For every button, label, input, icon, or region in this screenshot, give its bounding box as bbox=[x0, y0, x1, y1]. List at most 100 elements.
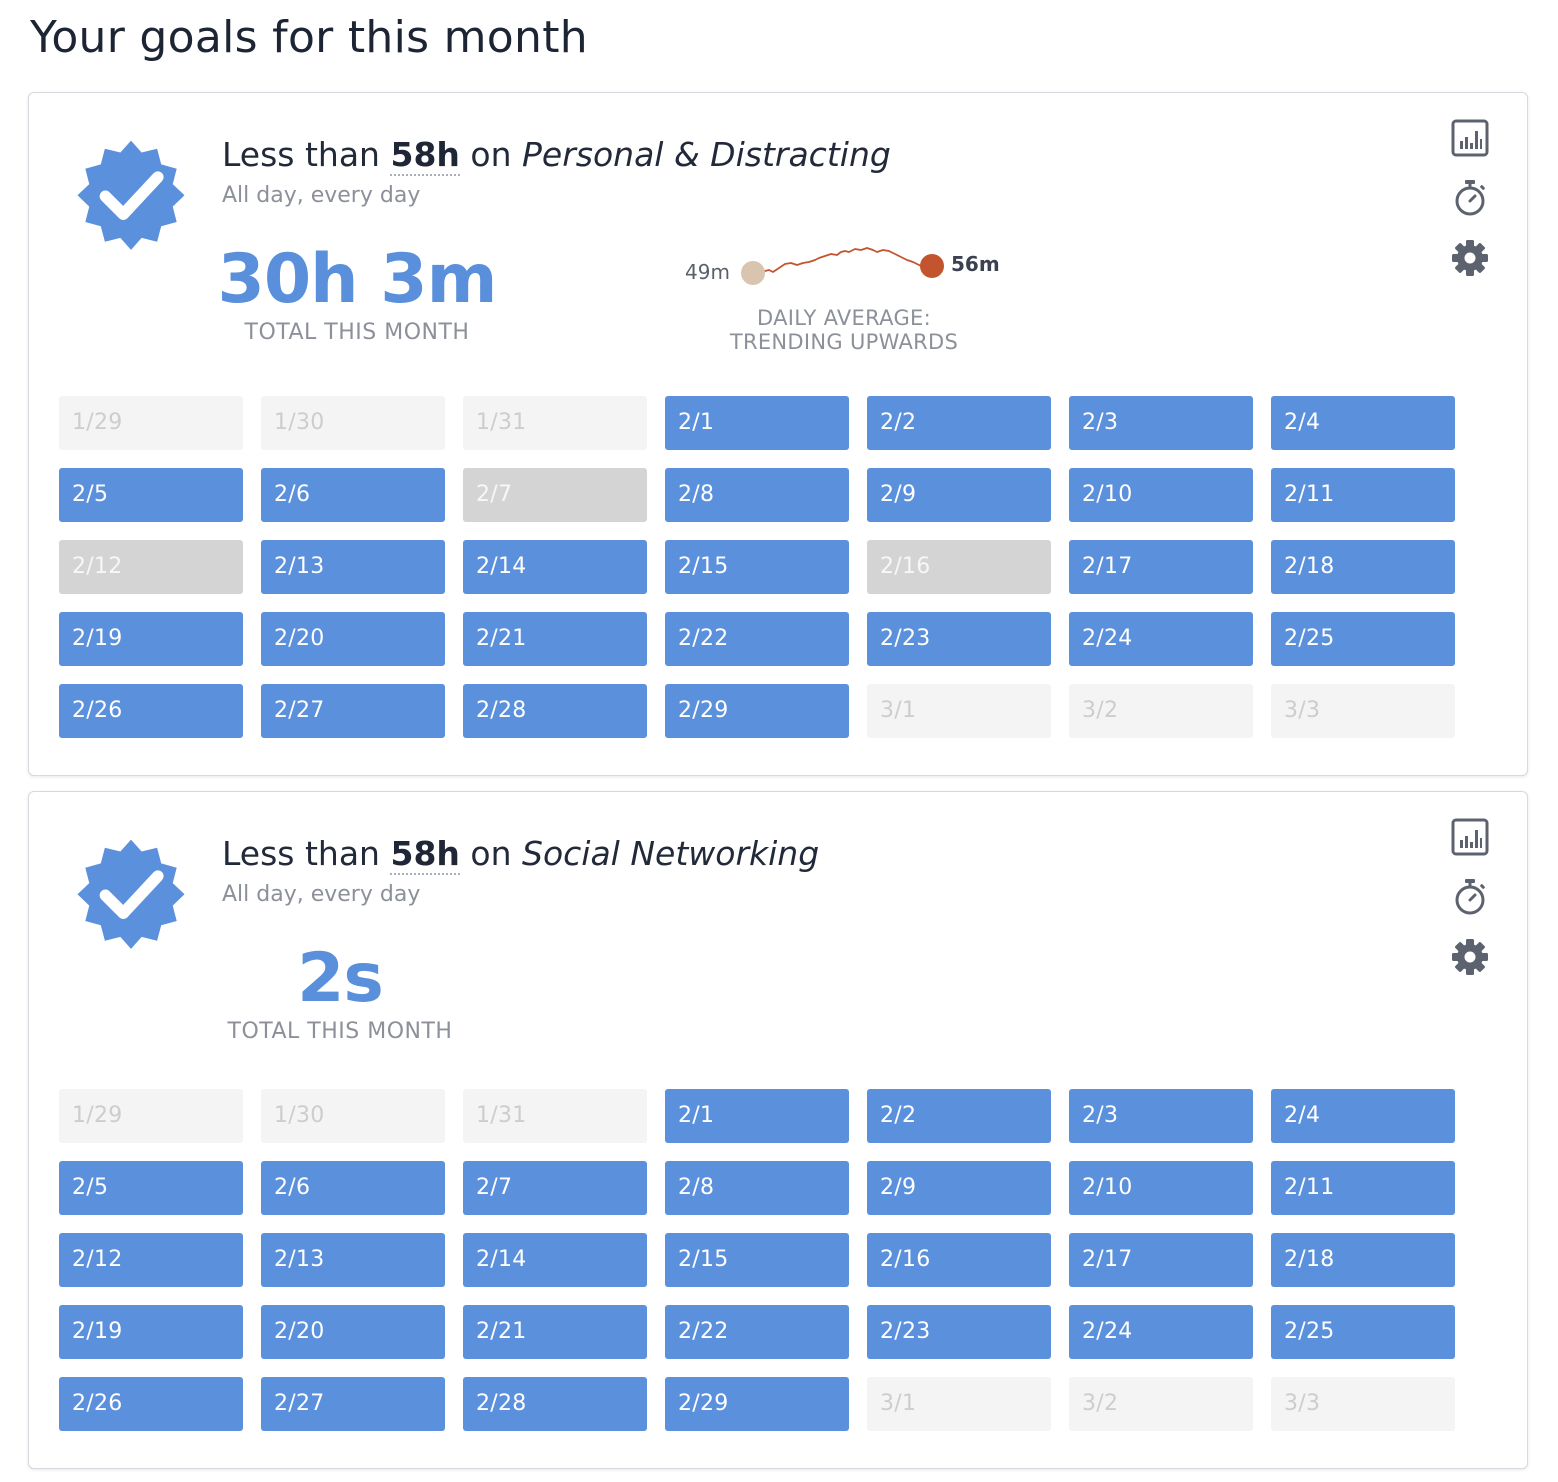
day-cell[interactable]: 2/12 bbox=[59, 540, 243, 594]
day-cell[interactable]: 2/24 bbox=[1069, 612, 1253, 666]
trend-label-line1: DAILY AVERAGE: bbox=[757, 306, 931, 330]
day-cell[interactable]: 2/27 bbox=[261, 1377, 445, 1431]
day-cell[interactable]: 1/31 bbox=[463, 396, 647, 450]
day-cell[interactable]: 1/30 bbox=[261, 396, 445, 450]
day-cell[interactable]: 3/2 bbox=[1069, 1377, 1253, 1431]
day-cell[interactable]: 2/17 bbox=[1069, 1233, 1253, 1287]
day-cell[interactable]: 2/23 bbox=[867, 612, 1051, 666]
day-cell[interactable]: 1/29 bbox=[59, 1089, 243, 1143]
day-cell[interactable]: 2/8 bbox=[665, 1161, 849, 1215]
day-cell[interactable]: 3/1 bbox=[867, 684, 1051, 738]
day-grid: 1/29 1/30 1/31 2/1 2/2 2/3 2/4 2/5 2/6 2/7 2/8 2/9 2… bbox=[59, 1089, 1455, 1431]
day-cell[interactable]: 3/1 bbox=[867, 1377, 1051, 1431]
day-cell[interactable]: 2/25 bbox=[1271, 1305, 1455, 1359]
trend-end-value: 56m bbox=[951, 252, 1000, 276]
day-cell[interactable]: 2/9 bbox=[867, 1161, 1051, 1215]
bar-chart-icon[interactable] bbox=[1451, 119, 1489, 157]
day-cell[interactable]: 2/23 bbox=[867, 1305, 1051, 1359]
day-cell[interactable]: 2/20 bbox=[261, 1305, 445, 1359]
stopwatch-icon[interactable] bbox=[1451, 179, 1489, 217]
bar-chart-icon[interactable] bbox=[1451, 818, 1489, 856]
day-cell[interactable]: 2/27 bbox=[261, 684, 445, 738]
day-cell[interactable]: 2/10 bbox=[1069, 468, 1253, 522]
day-cell[interactable]: 2/1 bbox=[665, 1089, 849, 1143]
day-cell[interactable]: 3/3 bbox=[1271, 1377, 1455, 1431]
day-cell[interactable]: 2/12 bbox=[59, 1233, 243, 1287]
day-cell[interactable]: 2/25 bbox=[1271, 612, 1455, 666]
day-cell[interactable]: 2/6 bbox=[261, 468, 445, 522]
day-cell[interactable]: 2/5 bbox=[59, 468, 243, 522]
day-cell[interactable]: 2/4 bbox=[1271, 396, 1455, 450]
day-cell[interactable]: 2/1 bbox=[665, 396, 849, 450]
day-cell[interactable]: 2/21 bbox=[463, 612, 647, 666]
page-title: Your goals for this month bbox=[30, 12, 588, 63]
day-cell[interactable]: 2/28 bbox=[463, 684, 647, 738]
gear-icon[interactable] bbox=[1451, 239, 1489, 277]
day-cell[interactable]: 2/11 bbox=[1271, 1161, 1455, 1215]
day-cell[interactable]: 1/29 bbox=[59, 396, 243, 450]
day-cell[interactable]: 2/26 bbox=[59, 1377, 243, 1431]
trend-label-line2: TRENDING UPWARDS bbox=[729, 330, 959, 354]
day-cell[interactable]: 2/5 bbox=[59, 1161, 243, 1215]
day-cell[interactable]: 2/9 bbox=[867, 468, 1051, 522]
day-cell[interactable]: 2/6 bbox=[261, 1161, 445, 1215]
day-cell[interactable]: 2/8 bbox=[665, 468, 849, 522]
day-cell[interactable]: 2/15 bbox=[665, 540, 849, 594]
day-cell[interactable]: 2/2 bbox=[867, 396, 1051, 450]
day-cell[interactable]: 2/18 bbox=[1271, 540, 1455, 594]
day-cell[interactable]: 2/22 bbox=[665, 612, 849, 666]
day-cell[interactable]: 2/22 bbox=[665, 1305, 849, 1359]
day-cell[interactable]: 2/21 bbox=[463, 1305, 647, 1359]
trend-end-dot bbox=[920, 254, 944, 278]
day-cell[interactable]: 2/29 bbox=[665, 1377, 849, 1431]
trend-label: DAILY AVERAGE: TRENDING UPWARDS bbox=[669, 306, 1019, 354]
day-cell[interactable]: 2/7 bbox=[463, 468, 647, 522]
day-cell[interactable]: 2/3 bbox=[1069, 1089, 1253, 1143]
day-cell[interactable]: 2/14 bbox=[463, 1233, 647, 1287]
goal-limit[interactable]: 58h bbox=[390, 135, 460, 176]
day-cell[interactable]: 2/7 bbox=[463, 1161, 647, 1215]
day-cell[interactable]: 2/10 bbox=[1069, 1161, 1253, 1215]
goal-actions bbox=[1451, 119, 1491, 299]
day-cell[interactable]: 2/16 bbox=[867, 540, 1051, 594]
goal-prefix: Less than bbox=[222, 834, 380, 873]
verified-badge-icon bbox=[77, 839, 185, 949]
total-block: 2s TOTAL THIS MONTH bbox=[215, 939, 465, 1044]
day-cell[interactable]: 1/31 bbox=[463, 1089, 647, 1143]
day-cell[interactable]: 2/18 bbox=[1271, 1233, 1455, 1287]
total-value: 2s bbox=[297, 939, 384, 1018]
day-cell[interactable]: 2/13 bbox=[261, 1233, 445, 1287]
day-cell[interactable]: 2/19 bbox=[59, 612, 243, 666]
day-cell[interactable]: 2/28 bbox=[463, 1377, 647, 1431]
day-cell[interactable]: 2/17 bbox=[1069, 540, 1253, 594]
day-cell[interactable]: 2/29 bbox=[665, 684, 849, 738]
goal-schedule: All day, every day bbox=[222, 882, 421, 907]
goal-prefix: Less than bbox=[222, 135, 380, 174]
day-cell[interactable]: 2/13 bbox=[261, 540, 445, 594]
total-value: 30h 3m bbox=[217, 240, 498, 319]
day-cell[interactable]: 2/4 bbox=[1271, 1089, 1455, 1143]
day-cell[interactable]: 2/14 bbox=[463, 540, 647, 594]
day-cell[interactable]: 2/11 bbox=[1271, 468, 1455, 522]
day-cell[interactable]: 2/24 bbox=[1069, 1305, 1253, 1359]
day-cell[interactable]: 2/26 bbox=[59, 684, 243, 738]
day-cell[interactable]: 2/15 bbox=[665, 1233, 849, 1287]
total-label: TOTAL THIS MONTH bbox=[244, 319, 470, 345]
goal-limit[interactable]: 58h bbox=[390, 834, 460, 875]
day-cell[interactable]: 2/3 bbox=[1069, 396, 1253, 450]
total-label: TOTAL THIS MONTH bbox=[227, 1018, 453, 1044]
day-cell[interactable]: 1/30 bbox=[261, 1089, 445, 1143]
stopwatch-icon[interactable] bbox=[1451, 878, 1489, 916]
day-cell[interactable]: 2/2 bbox=[867, 1089, 1051, 1143]
day-cell[interactable]: 3/2 bbox=[1069, 684, 1253, 738]
goal-schedule: All day, every day bbox=[222, 183, 421, 208]
day-cell[interactable]: 2/20 bbox=[261, 612, 445, 666]
day-cell[interactable]: 3/3 bbox=[1271, 684, 1455, 738]
goal-title: Less than 58h on Social Networking bbox=[222, 834, 819, 875]
day-cell[interactable]: 2/19 bbox=[59, 1305, 243, 1359]
goal-category: Personal & Distracting bbox=[522, 135, 891, 174]
daily-average-trend: 49m 56m DAILY AVERAGE: TRENDING UPWARDS bbox=[669, 238, 1009, 358]
day-cell[interactable]: 2/16 bbox=[867, 1233, 1051, 1287]
trend-sparkline bbox=[741, 247, 944, 285]
gear-icon[interactable] bbox=[1451, 938, 1489, 976]
